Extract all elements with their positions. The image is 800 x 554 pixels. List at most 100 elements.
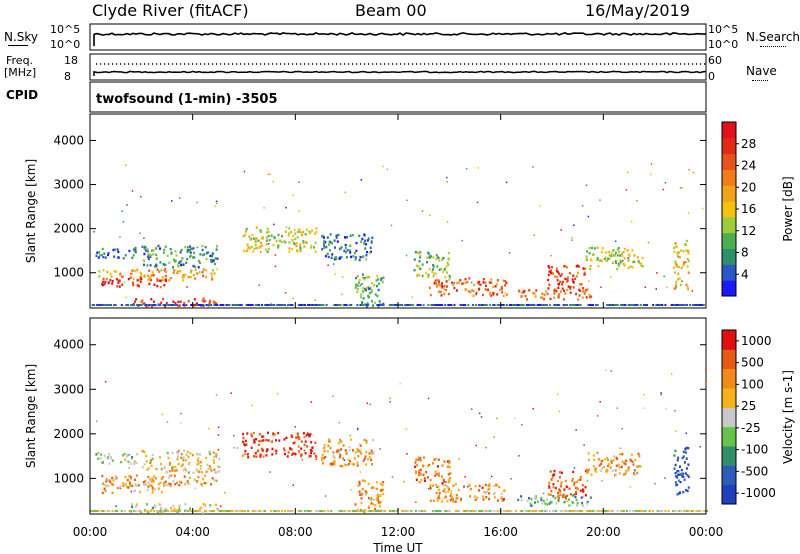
velocity-cell [476,496,479,500]
power-ground-cell [136,304,139,306]
power-cell [259,230,262,233]
velocity-xtick-label: 00:00 [689,525,724,539]
velocity-cell [167,456,170,460]
velocity-ground-cell [682,510,685,512]
velocity-cell [182,459,185,462]
velocity-cell [684,472,687,475]
power-cell [177,300,180,304]
velocity-ground-cell [237,510,240,512]
velocity-cell [177,462,180,466]
velocity-ground-cell [471,510,474,512]
velocity-cell [418,470,421,474]
velocity-cell [615,456,618,459]
velocity-cell [674,481,677,484]
power-noise-cell [140,195,142,198]
power-ground-cell [220,304,223,306]
power-cell [581,290,584,293]
power-cell [504,280,507,283]
velocity-cell [242,436,245,440]
power-cell [685,283,688,287]
velocity-cell [367,496,370,500]
power-noise-cell [446,221,449,223]
power-ground-cell [542,304,545,306]
velocity-noise-cell [379,448,381,450]
velocity-ground-cell [455,510,457,512]
velocity-cell [130,457,133,461]
velocity-ground-cell [592,510,594,512]
power-cell [481,293,484,297]
power-cell [179,270,182,273]
power-cell [633,260,636,263]
power-cell [189,245,191,248]
power-cell [362,287,365,290]
power-cell [139,280,142,284]
power-ground-cell [143,304,146,306]
velocity-cell [356,461,359,464]
power-ground-cell [99,304,102,306]
velocity-cell [172,504,175,508]
power-cell [416,264,419,267]
power-cell [258,246,261,249]
power-ground-cell [313,304,316,306]
velocity-ground-cell [527,510,530,512]
power-noise-cell [505,181,508,184]
power-cell [161,275,164,279]
power-ground-cell [310,304,313,306]
power-cell [150,249,153,252]
velocity-ground-cell [706,510,708,512]
power-cell [363,278,366,281]
cpid-text: twofsound (1-min) -3505 [96,92,278,107]
velocity-cell [241,454,244,457]
station-title: Clyde River (fitACF) [92,1,249,20]
velocity-ground-cell [431,510,434,512]
power-ground-cell [695,304,698,306]
power-cell [253,237,255,240]
velocity-cell [326,450,329,453]
power-cell [371,236,374,239]
power-cell [429,255,432,258]
nsky-label: N.Sky [4,30,39,44]
power-cell [322,234,325,238]
power-ground-cell [562,304,565,306]
velocity-cell [201,484,203,487]
velocity-noise-cell [115,475,117,478]
velocity-ground-cell [388,510,391,512]
velocity-cell [606,458,609,461]
power-cell [156,279,159,282]
power-cell [182,274,185,277]
power-cell [296,236,299,239]
velocity-cell [165,509,168,512]
power-cell [210,254,213,258]
power-ground-cell [587,304,590,306]
velocity-cell [618,466,621,469]
power-ground-cell [696,304,699,306]
power-ground-cell [297,304,300,306]
velocity-cell [572,483,575,487]
power-cell [446,261,449,264]
velocity-cell [260,447,263,451]
power-noise-cell [446,181,448,183]
velocity-ground-cell [552,510,554,512]
power-cell [572,286,575,289]
velocity-cell [178,508,181,511]
velocity-cell [171,466,174,469]
velocity-cell [345,464,348,467]
velocity-cell [363,457,366,461]
power-cell [182,263,185,266]
power-noise-cell [504,292,506,294]
power-cell [678,256,681,259]
power-ground-cell [382,304,385,306]
power-noise-cell [533,234,535,236]
power-cell [310,244,313,247]
velocity-cell [173,507,176,511]
velocity-cell [357,450,359,453]
velocity-cell [376,496,379,499]
power-noise-cell [684,261,687,263]
velocity-cell [160,491,163,494]
power-cell [248,235,251,238]
power-noise-cell [155,246,158,249]
power-cell [431,270,434,274]
power-cell [294,237,297,241]
power-cell [505,281,508,285]
velocity-cell [300,453,303,456]
